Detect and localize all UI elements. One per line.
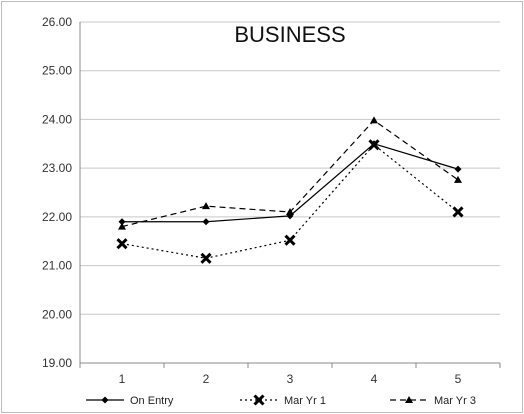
point-marker xyxy=(370,116,378,124)
point-marker xyxy=(284,234,296,246)
point-marker xyxy=(200,252,212,264)
point-marker xyxy=(118,222,126,230)
point-marker xyxy=(118,218,126,226)
point-marker xyxy=(405,396,413,403)
point-marker xyxy=(368,139,380,151)
point-marker xyxy=(253,394,265,406)
chart-title: BUSINESS xyxy=(234,22,345,47)
x-tick-label: 5 xyxy=(455,372,462,386)
legend-label: Mar Yr 1 xyxy=(284,395,326,407)
y-tick-label: 23.00 xyxy=(42,161,72,175)
y-tick-label: 26.00 xyxy=(42,15,72,29)
y-tick-label: 24.00 xyxy=(42,112,72,126)
y-tick-label: 25.00 xyxy=(42,64,72,78)
point-marker xyxy=(116,238,128,250)
point-marker xyxy=(454,175,462,183)
point-marker xyxy=(202,202,210,210)
y-tick-label: 21.00 xyxy=(42,259,72,273)
x-tick-label: 3 xyxy=(287,372,294,386)
legend-label: On Entry xyxy=(130,395,174,407)
point-marker xyxy=(454,165,462,173)
x-tick-label: 2 xyxy=(203,372,210,386)
y-tick-label: 19.00 xyxy=(42,356,72,370)
point-marker xyxy=(101,396,109,404)
point-marker xyxy=(452,206,464,218)
x-tick-label: 1 xyxy=(119,372,126,386)
point-marker xyxy=(286,207,294,215)
y-tick-label: 22.00 xyxy=(42,210,72,224)
legend-label: Mar Yr 3 xyxy=(434,395,476,407)
y-tick-label: 20.00 xyxy=(42,307,72,321)
point-marker xyxy=(202,218,210,226)
x-tick-label: 4 xyxy=(371,372,378,386)
